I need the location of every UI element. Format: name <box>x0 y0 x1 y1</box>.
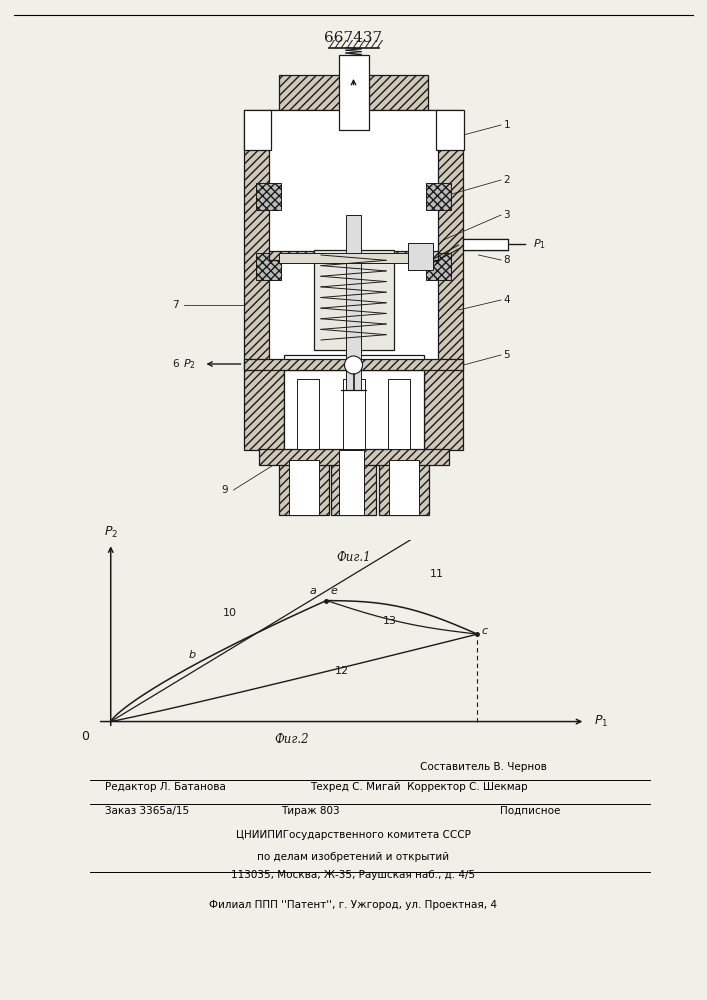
Text: Филиал ППП ''Патент'', г. Ужгород, ул. Проектная, 4: Филиал ППП ''Патент'', г. Ужгород, ул. П… <box>209 900 497 910</box>
Text: 12: 12 <box>335 666 349 676</box>
Text: b: b <box>188 650 196 660</box>
Circle shape <box>344 356 363 374</box>
Bar <box>243 110 464 450</box>
Text: Фиг.2: Фиг.2 <box>274 733 309 746</box>
Text: 10: 10 <box>223 608 237 618</box>
Text: $P_1$: $P_1$ <box>594 714 608 729</box>
Text: 1: 1 <box>503 120 510 130</box>
Bar <box>426 182 451 210</box>
Text: c: c <box>481 626 488 636</box>
Text: $P_1$: $P_1$ <box>534 238 547 251</box>
Text: Редактор Л. Батанова: Редактор Л. Батанова <box>105 782 226 792</box>
Bar <box>298 379 320 449</box>
Text: Составитель В. Чернов: Составитель В. Чернов <box>420 762 547 772</box>
Bar <box>339 55 368 130</box>
Text: $P_2$: $P_2$ <box>183 357 196 371</box>
Text: a: a <box>309 586 316 596</box>
Bar <box>243 359 464 370</box>
Bar <box>313 250 394 350</box>
Text: 667437: 667437 <box>325 31 382 45</box>
Bar <box>387 379 409 449</box>
Bar <box>279 75 428 110</box>
Bar <box>426 252 451 280</box>
Text: 3: 3 <box>503 210 510 220</box>
Text: 13: 13 <box>382 616 397 626</box>
Text: Тираж 803: Тираж 803 <box>281 806 339 816</box>
Bar <box>346 215 361 390</box>
Bar <box>284 355 423 450</box>
Text: 113035, Москва, Ж-35, Раушская наб., д. 4/5: 113035, Москва, Ж-35, Раушская наб., д. … <box>231 870 475 880</box>
Bar <box>269 110 438 360</box>
Bar <box>436 110 464 150</box>
Bar <box>339 450 363 515</box>
Bar <box>378 460 428 515</box>
Text: 0: 0 <box>81 730 89 743</box>
Text: Заказ 3365а/15: Заказ 3365а/15 <box>105 806 189 816</box>
Bar <box>256 252 281 280</box>
Bar <box>279 460 329 515</box>
Text: e: e <box>331 586 338 596</box>
Bar <box>342 379 365 449</box>
Text: Техред С. Мигай  Корректор С. Шекмар: Техред С. Мигай Корректор С. Шекмар <box>310 782 527 792</box>
Text: 2: 2 <box>503 175 510 185</box>
Text: 7: 7 <box>172 300 178 310</box>
Text: 8: 8 <box>503 255 510 265</box>
Text: Фиг.1: Фиг.1 <box>337 551 370 564</box>
Bar <box>279 252 428 262</box>
Text: 6: 6 <box>172 359 178 369</box>
Text: по делам изобретений и открытий: по делам изобретений и открытий <box>257 852 449 862</box>
Text: 5: 5 <box>503 350 510 360</box>
Bar <box>288 460 318 515</box>
Text: Подписное: Подписное <box>500 806 561 816</box>
Text: 11: 11 <box>430 569 444 579</box>
Bar <box>389 460 419 515</box>
Text: 9: 9 <box>222 485 228 495</box>
Bar <box>464 239 508 250</box>
Bar <box>256 182 281 210</box>
Text: ЦНИИПИГосударственного комитета СССР: ЦНИИПИГосударственного комитета СССР <box>235 830 470 840</box>
Bar <box>269 251 438 260</box>
Text: $P_2$: $P_2$ <box>104 525 118 540</box>
Text: 4: 4 <box>503 295 510 305</box>
Bar <box>409 242 433 270</box>
Bar <box>259 449 448 465</box>
Bar <box>331 450 376 515</box>
Bar <box>284 370 423 450</box>
Bar <box>243 110 271 150</box>
